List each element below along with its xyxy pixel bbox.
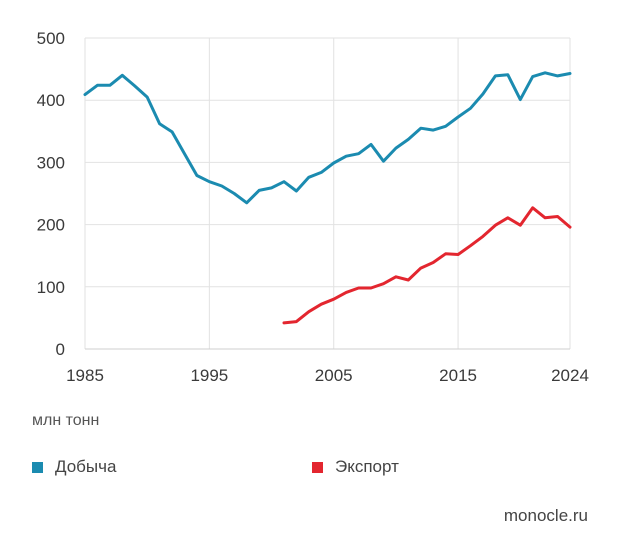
y-tick-label: 0 bbox=[56, 340, 65, 359]
y-tick-label: 100 bbox=[37, 278, 65, 297]
series-line-1 bbox=[282, 206, 572, 325]
legend-swatch-production bbox=[32, 461, 43, 473]
x-tick-label: 2024 bbox=[551, 366, 589, 385]
y-tick-label: 500 bbox=[37, 29, 65, 48]
y-tick-label: 300 bbox=[37, 153, 65, 172]
line-chart: 0 100 200 300 400 500 1985 1995 2005 2015 2024 bbox=[37, 29, 589, 385]
legend-label-production: Добыча bbox=[55, 457, 117, 476]
legend-item-production: Добыча bbox=[32, 457, 116, 477]
source-label: monocle.ru bbox=[503, 506, 588, 525]
x-tick-label: 1985 bbox=[66, 366, 104, 385]
y-tick-label: 400 bbox=[37, 91, 65, 110]
legend-label-export: Экспорт bbox=[335, 457, 399, 476]
y-tick-label: 200 bbox=[37, 216, 65, 235]
series-line-0 bbox=[83, 71, 572, 205]
y-axis-ticks: 0 100 200 300 400 500 bbox=[37, 29, 65, 359]
x-tick-label: 2015 bbox=[439, 366, 477, 385]
grid bbox=[84, 37, 571, 350]
legend-item-export: Экспорт bbox=[312, 457, 399, 477]
x-axis-ticks: 1985 1995 2005 2015 2024 bbox=[66, 366, 589, 385]
x-tick-label: 1995 bbox=[190, 366, 228, 385]
x-tick-label: 2005 bbox=[315, 366, 353, 385]
unit-label: млн тонн bbox=[32, 412, 100, 429]
series-lines bbox=[83, 71, 572, 325]
legend-swatch-export bbox=[312, 461, 323, 473]
